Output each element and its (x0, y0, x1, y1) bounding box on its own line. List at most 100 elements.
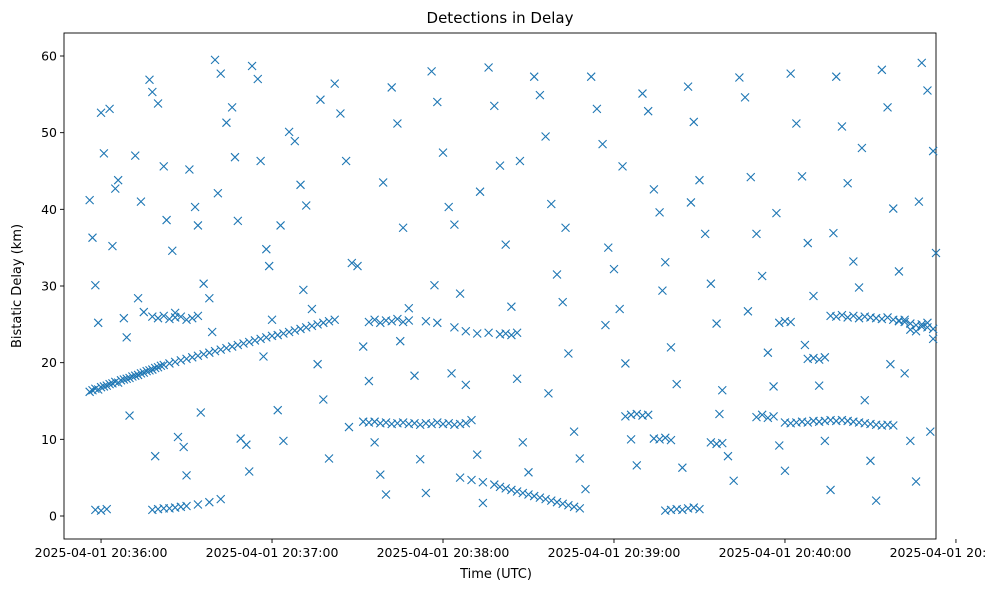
data-point-55 (324, 316, 334, 326)
data-point-351 (814, 381, 824, 391)
data-point-110 (535, 493, 545, 502)
data-point-234 (182, 470, 191, 480)
data-point-352 (820, 436, 830, 446)
data-point-344 (774, 441, 784, 450)
data-point-325 (666, 342, 676, 352)
data-point-297 (507, 302, 516, 312)
data-point-33 (199, 349, 209, 359)
y-tick-label: 30 (41, 279, 57, 294)
data-point-246 (233, 216, 243, 226)
data-point-375 (110, 184, 120, 194)
data-point-263 (313, 359, 323, 369)
data-point-372 (931, 248, 941, 258)
data-point-40 (239, 339, 248, 348)
data-point-258 (284, 127, 294, 137)
data-point-240 (207, 327, 217, 337)
y-tick-label: 10 (41, 432, 57, 447)
data-point-391 (544, 388, 553, 398)
data-point-34 (204, 348, 214, 358)
data-point-245 (230, 152, 240, 162)
data-point-134 (102, 504, 112, 514)
data-point-32 (193, 351, 203, 361)
data-point-188 (883, 313, 892, 322)
data-point-70 (387, 316, 397, 326)
y-tick-label: 40 (41, 202, 57, 217)
data-point-269 (347, 258, 357, 268)
data-point-333 (712, 319, 721, 328)
data-point-211 (88, 233, 97, 243)
data-point-182 (848, 311, 858, 321)
data-point-350 (809, 291, 818, 301)
data-point-265 (324, 454, 334, 463)
x-tick-label: 2025-04-01 20:41:00 (890, 545, 986, 560)
data-point-156 (763, 413, 773, 423)
data-point-255 (267, 315, 277, 325)
data-point-380 (259, 352, 268, 361)
data-point-244 (227, 102, 237, 112)
data-point-253 (261, 244, 271, 254)
data-point-321 (643, 106, 653, 116)
data-point-233 (179, 442, 189, 452)
data-point-202 (923, 318, 932, 328)
data-point-358 (854, 283, 864, 292)
data-point-42 (250, 336, 260, 345)
data-point-108 (524, 490, 533, 499)
y-axis-ticks: 0 10 20 30 40 50 60 (41, 49, 64, 524)
data-point-12 (119, 375, 129, 384)
data-point-187 (877, 314, 887, 324)
data-point-151 (706, 438, 716, 447)
data-point-227 (153, 99, 163, 108)
data-point-292 (478, 498, 488, 508)
data-point-64 (187, 313, 197, 323)
data-point-389 (475, 187, 485, 197)
data-point-154 (752, 412, 761, 422)
data-point-318 (626, 434, 636, 444)
data-point-71 (393, 314, 402, 324)
data-point-47 (279, 329, 288, 338)
data-point-401 (829, 228, 838, 238)
data-point-359 (860, 395, 870, 405)
data-point-284 (432, 97, 442, 107)
data-point-217 (108, 241, 117, 251)
data-point-345 (780, 466, 790, 476)
data-point-236 (190, 202, 200, 212)
data-point-388 (447, 369, 456, 378)
data-point-286 (444, 202, 454, 212)
data-point-207 (774, 318, 784, 328)
data-point-384 (344, 422, 354, 432)
data-point-285 (438, 148, 448, 157)
data-point-362 (877, 65, 887, 75)
data-point-128 (182, 501, 191, 511)
data-point-144 (632, 409, 642, 419)
data-point-239 (204, 293, 214, 303)
data-point-365 (894, 267, 904, 276)
data-point-31 (187, 352, 197, 362)
data-point-393 (601, 320, 610, 330)
data-point-328 (683, 82, 693, 92)
data-point-257 (279, 436, 288, 446)
data-point-198 (900, 315, 910, 325)
data-point-396 (686, 198, 696, 207)
data-point-200 (911, 326, 921, 336)
data-point-46 (273, 330, 283, 340)
data-point-295 (495, 161, 505, 171)
data-point-67 (370, 315, 380, 325)
data-point-97 (432, 418, 442, 427)
data-point-308 (569, 427, 579, 437)
data-point-109 (529, 491, 539, 501)
data-point-118 (455, 473, 465, 483)
data-point-83 (512, 328, 522, 338)
data-point-335 (723, 451, 733, 461)
data-point-183 (854, 313, 864, 323)
data-point-53 (313, 319, 323, 329)
data-point-27 (165, 359, 174, 368)
data-point-314 (603, 243, 613, 253)
data-point-74 (421, 316, 431, 326)
data-point-226 (147, 87, 157, 97)
data-point-26 (159, 360, 169, 370)
data-point-44 (261, 332, 271, 342)
data-point-73 (404, 316, 414, 325)
data-point-49 (290, 326, 300, 335)
data-point-248 (241, 440, 251, 450)
data-point-383 (316, 95, 325, 105)
